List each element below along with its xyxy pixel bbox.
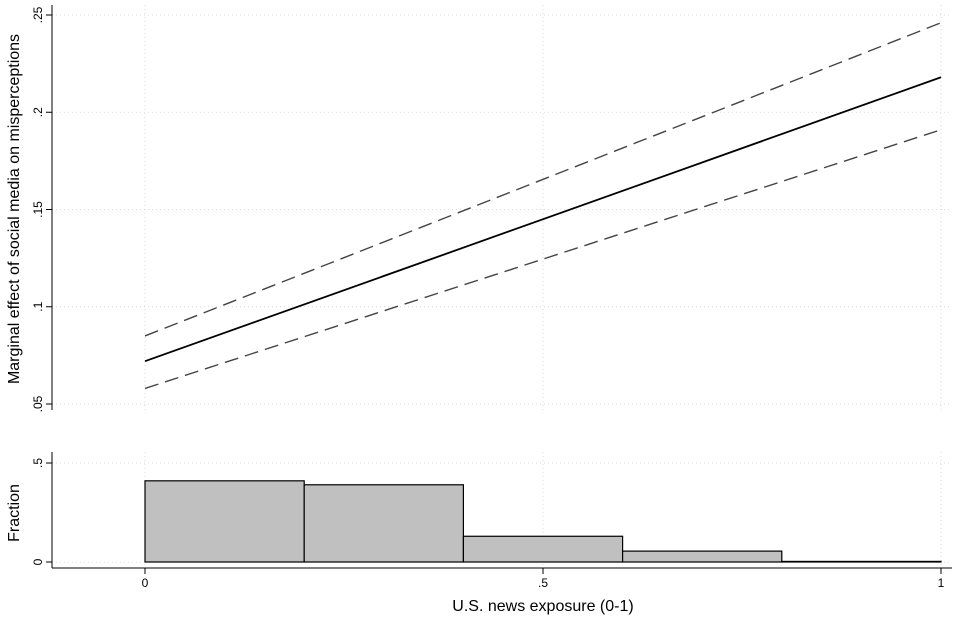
bottom-y-tick-label: 0 — [31, 558, 45, 565]
top-y-tick-label: .2 — [31, 107, 45, 117]
histogram-bar-5 — [781, 560, 942, 563]
estimate-line — [144, 76, 942, 363]
effect-lines — [144, 22, 942, 390]
x-tick-label: 0 — [142, 576, 149, 590]
x-tick-label: .5 — [538, 576, 548, 590]
lower-ci-line — [144, 129, 942, 390]
top-y-tick-label: .1 — [31, 301, 45, 311]
histogram-bar-2 — [303, 484, 465, 563]
top-y-tick-label: .25 — [31, 6, 45, 23]
bottom-y-axis-title: Fraction — [6, 484, 23, 542]
top-y-axis-title: Marginal effect of social media on mispe… — [6, 34, 23, 384]
top-y-tick-label: .15 — [31, 201, 45, 218]
histogram-bar-3 — [462, 535, 624, 563]
histogram-bars — [144, 480, 942, 563]
upper-ci-line — [144, 22, 942, 337]
axes-layer: .05 .1 .15 .2 .25 0 .5 0 .5 1 — [31, 5, 952, 590]
histogram-bar-4 — [621, 550, 783, 563]
x-axis-title: U.S. news exposure (0-1) — [452, 598, 633, 615]
bottom-y-tick-label: .5 — [31, 458, 45, 468]
x-tick-label: 1 — [938, 576, 945, 590]
histogram-bar-1 — [144, 480, 305, 563]
top-y-tick-label: .05 — [31, 395, 45, 412]
